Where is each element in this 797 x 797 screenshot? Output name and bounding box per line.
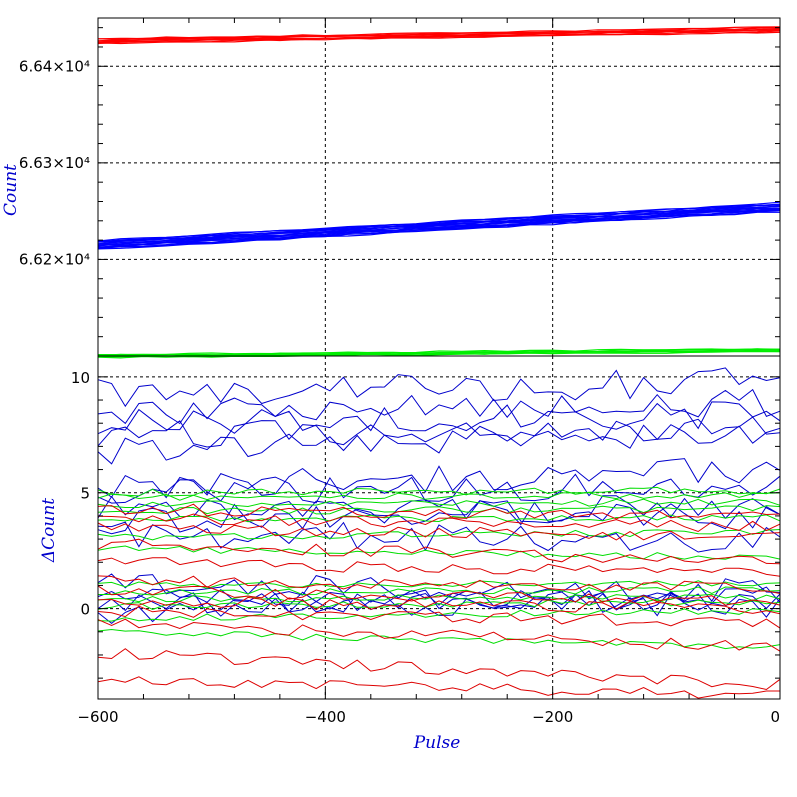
bottom-series-line-blue: [97, 591, 781, 614]
top-series-line-blue: [97, 211, 780, 250]
bottom-series-line-red: [97, 676, 780, 699]
top-series-line-blue: [97, 205, 781, 245]
top-ylabel: Count: [1, 164, 21, 216]
top-series-line-green: [97, 351, 781, 359]
bottom-series-line-red: [97, 648, 781, 691]
bottom-ticks: [97, 376, 781, 699]
bottom-frame: [97, 355, 781, 700]
bottom-series-line-blue: [97, 416, 781, 465]
bottom-series-line-red: [97, 503, 781, 520]
bottom-series-line-green: [97, 545, 781, 560]
bottom-series-line-blue: [97, 473, 781, 504]
top-ticks: [97, 18, 781, 357]
top-series-line-red: [97, 26, 781, 40]
top-series: [97, 26, 781, 359]
bottom-series-line-blue: [97, 420, 781, 449]
bottom-series-line-red: [97, 618, 781, 652]
top-series-line-green: [98, 348, 781, 356]
bottom-series-line-red: [97, 575, 781, 594]
bottom-ytick-label: 5: [80, 485, 90, 503]
top-series-line-blue: [97, 208, 781, 249]
bottom-series-line-green: [97, 608, 781, 622]
bottom-series-line-red: [97, 585, 781, 606]
bottom-series-line-green: [97, 514, 781, 523]
bottom-series-line-blue: [97, 388, 781, 425]
bottom-series-line-green: [97, 628, 781, 650]
top-panel: 6.62×10⁴ 6.63×10⁴ 6.64×10⁴ Count: [1, 17, 781, 359]
bottom-series-line-red: [97, 522, 781, 541]
top-series-line-blue: [97, 201, 781, 242]
bottom-panel: 0 5 10 −600 −400 −200 0 ΔCount Pulse: [39, 355, 781, 753]
bottom-series-line-green: [98, 586, 781, 596]
bottom-series-line-green: [97, 498, 781, 508]
bottom-series-line-red: [97, 605, 781, 629]
bottom-ytick-label: 0: [80, 601, 90, 619]
bottom-gridlines: [98, 356, 780, 699]
bottom-series-line-blue: [97, 367, 781, 408]
top-ytick-label: 6.63×10⁴: [19, 154, 90, 172]
bottom-xtick-label: −400: [305, 708, 346, 726]
bottom-series-line-green: [97, 593, 781, 603]
bottom-series-line-green: [97, 529, 781, 541]
top-gridlines: [98, 18, 780, 356]
top-ytick-label: 6.64×10⁴: [19, 57, 90, 75]
top-series-line-red: [97, 26, 781, 40]
bottom-ytick-labels: 0 5 10: [71, 369, 90, 619]
bottom-ylabel: ΔCount: [39, 498, 59, 563]
bottom-xtick-label: −200: [532, 708, 573, 726]
bottom-ytick-label: 10: [71, 369, 90, 387]
top-series-line-blue: [97, 209, 781, 249]
top-ytick-labels: 6.62×10⁴ 6.63×10⁴ 6.64×10⁴: [19, 57, 90, 268]
bottom-series-line-red: [97, 538, 781, 565]
bottom-series-line-green: [97, 505, 781, 515]
bottom-series-line-green: [97, 486, 781, 497]
bottom-xtick-label: −600: [77, 708, 118, 726]
bottom-series-line-blue: [97, 401, 781, 435]
bottom-series: [97, 367, 781, 699]
bottom-xlabel: Pulse: [413, 733, 461, 753]
bottom-series-line-red: [97, 596, 781, 615]
bottom-series-line-green: [97, 492, 781, 501]
top-ytick-label: 6.62×10⁴: [19, 250, 90, 268]
bottom-xtick-labels: −600 −400 −200 0: [77, 708, 780, 726]
bottom-xtick-label: 0: [770, 708, 780, 726]
top-frame: [97, 17, 781, 357]
bottom-series-line-green: [97, 580, 781, 589]
bottom-series-line-blue: [97, 521, 781, 553]
bottom-series-line-blue: [97, 458, 781, 499]
bottom-series-line-red: [97, 557, 781, 577]
bottom-series-line-red: [97, 513, 781, 533]
